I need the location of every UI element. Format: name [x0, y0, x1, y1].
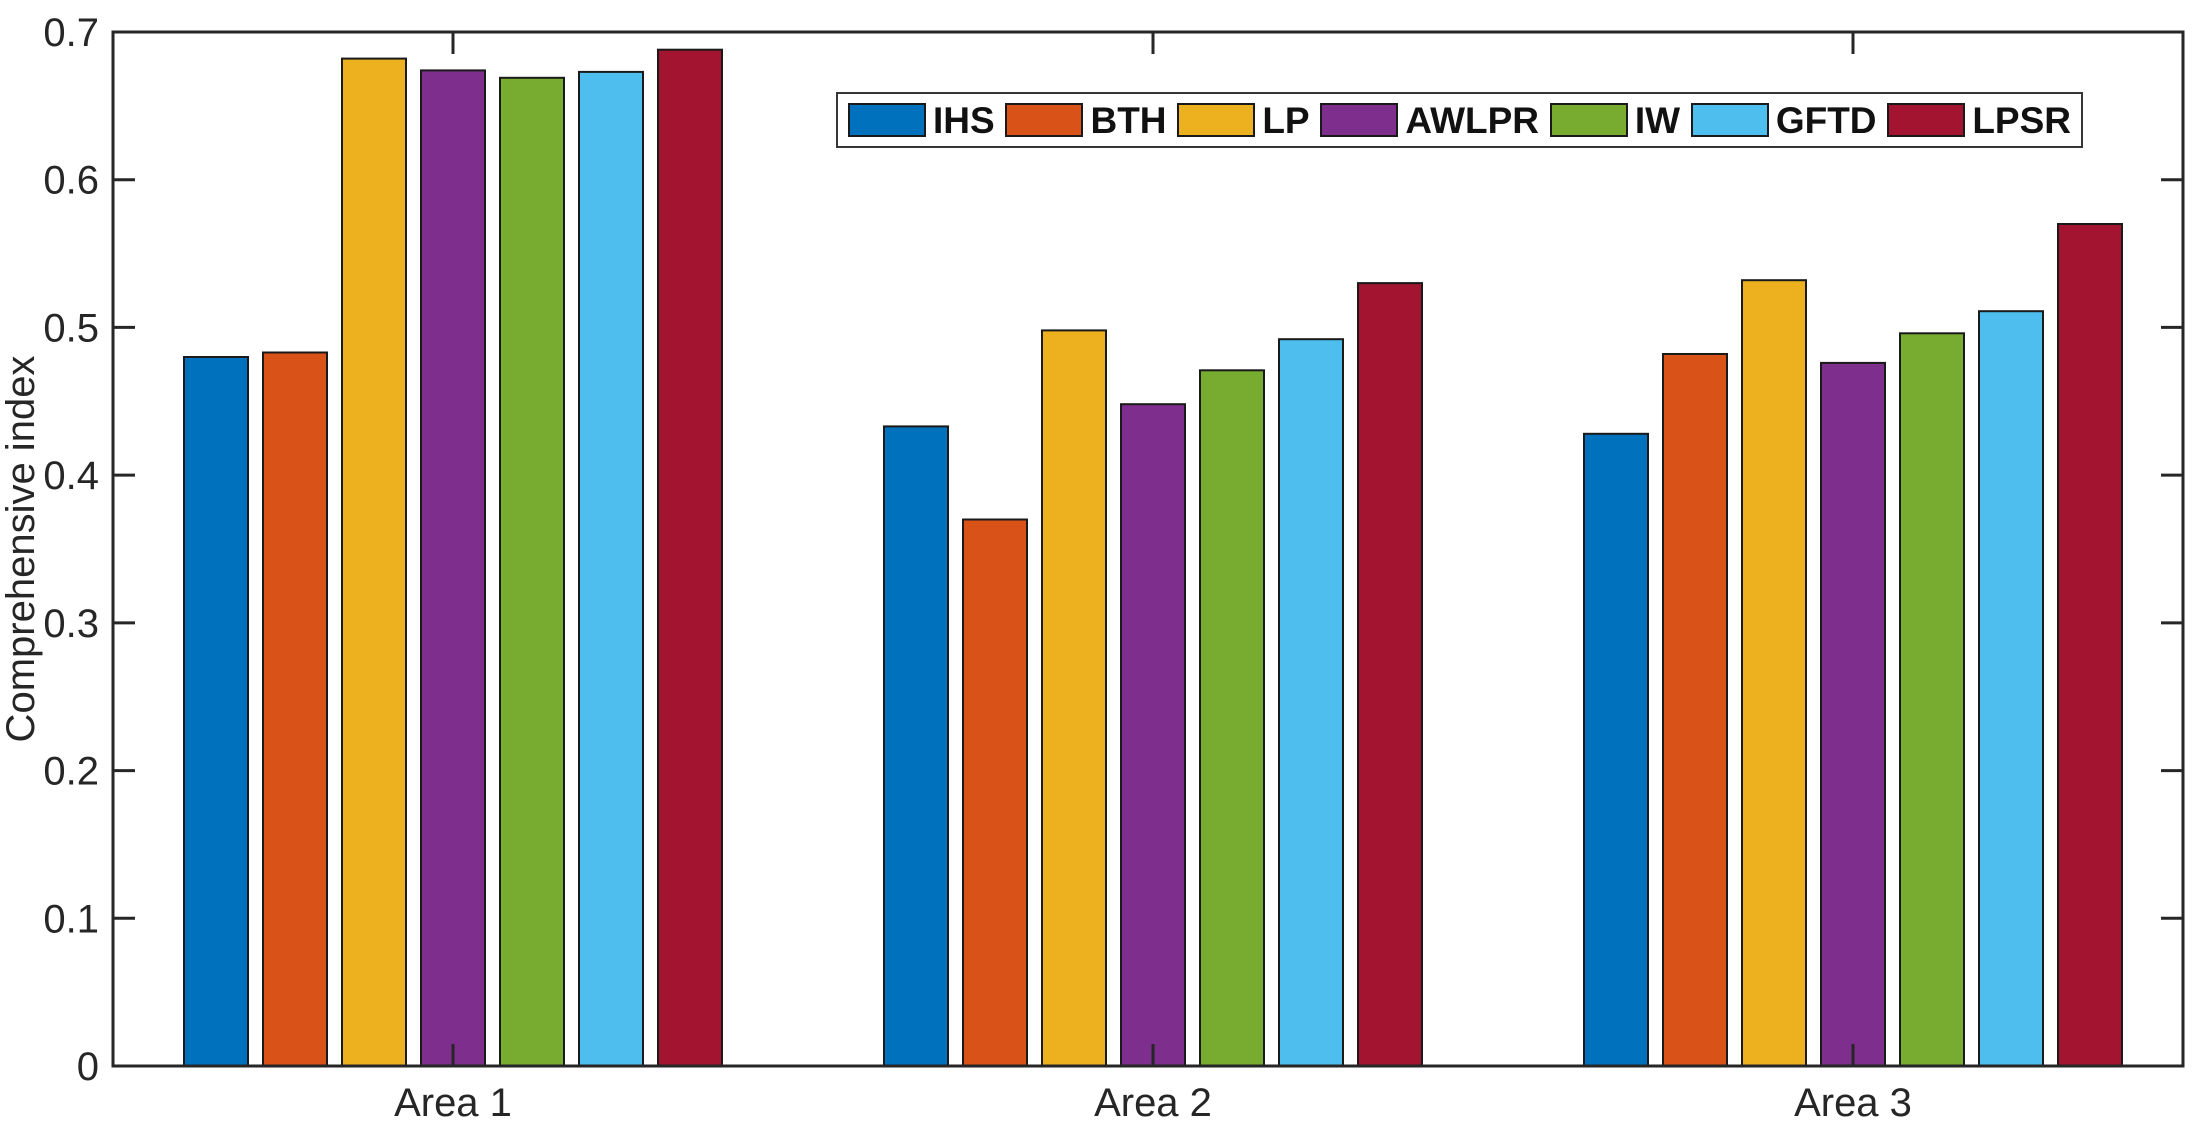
- y-tick-label: 0.7: [43, 11, 99, 55]
- legend-item-bth: BTH: [1005, 99, 1167, 141]
- legend-item-gftd: GFTD: [1690, 99, 1877, 141]
- legend-label: LP: [1262, 99, 1310, 141]
- y-tick-labels: 0 0.1 0.2 0.3 0.4 0.5 0.6 0.7: [43, 11, 99, 1089]
- legend-swatch-bth: [1005, 103, 1084, 137]
- legend-item-lpsr: LPSR: [1887, 102, 2071, 139]
- bar-gftd-area1: [578, 70, 644, 1067]
- legend-label: GFTD: [1775, 99, 1877, 141]
- legend-label: IHS: [933, 99, 995, 141]
- bar-ihs-area2: [883, 425, 949, 1067]
- bar-bth-area2: [962, 518, 1028, 1067]
- bar-bth-area3: [1662, 353, 1728, 1067]
- legend-item-iw: IW: [1549, 99, 1681, 141]
- y-tick-label: 0.2: [43, 750, 99, 794]
- bar-awlpr-area1: [420, 69, 486, 1067]
- ticks-layer: [113, 30, 2183, 1068]
- bar-ihs-area3: [1583, 432, 1649, 1067]
- legend-swatch-lp: [1177, 103, 1256, 137]
- y-tick-label: 0.5: [43, 306, 99, 350]
- plot-border: [111, 30, 2185, 1068]
- y-tick-label: 0: [77, 1045, 99, 1089]
- legend-item-ihs: IHS: [848, 102, 995, 139]
- legend-item-lp: LP: [1177, 99, 1310, 141]
- legend-item-awlpr: AWLPR: [1320, 102, 1539, 139]
- bar-lpsr-area1: [657, 48, 723, 1067]
- legend-label: BTH: [1090, 99, 1167, 141]
- bar-iw-area3: [1899, 332, 1965, 1067]
- bar-lp-area2: [1041, 329, 1107, 1067]
- y-tick-label: 0.4: [43, 454, 99, 498]
- bars-layer: [183, 48, 2123, 1068]
- legend-label: AWLPR: [1405, 99, 1540, 141]
- bar-gftd-area2: [1278, 338, 1344, 1067]
- bar-iw-area1: [499, 76, 565, 1068]
- legend-swatch-awlpr: [1320, 103, 1399, 137]
- x-tick-label-area2: Area 2: [1094, 1081, 1212, 1125]
- bar-ihs-area1: [183, 356, 249, 1067]
- bar-lpsr-area2: [1357, 282, 1423, 1068]
- bar-lp-area3: [1741, 279, 1807, 1067]
- legend-swatch-lpsr: [1887, 103, 1966, 137]
- x-tick-label-area3: Area 3: [1794, 1081, 1912, 1125]
- bar-bth-area1: [262, 351, 328, 1067]
- bar-awlpr-area2: [1120, 403, 1186, 1067]
- y-tick-label: 0.3: [43, 602, 99, 646]
- bar-lpsr-area3: [2057, 223, 2123, 1067]
- legend: IHS BTH LP AWLPR IW GFTD LPSR: [836, 92, 2083, 148]
- legend-swatch-gftd: [1690, 103, 1769, 137]
- bar-lp-area1: [341, 57, 407, 1068]
- y-axis-label: Comprehensive index: [0, 356, 43, 743]
- bar-awlpr-area3: [1820, 361, 1886, 1067]
- legend-label: LPSR: [1972, 99, 2071, 141]
- legend-swatch-ihs: [848, 103, 926, 137]
- legend-swatch-iw: [1549, 103, 1628, 137]
- y-tick-label: 0.1: [43, 897, 99, 941]
- bar-iw-area2: [1199, 369, 1265, 1067]
- x-tick-labels: Area 1 Area 2 Area 3: [394, 1081, 1912, 1125]
- y-tick-label: 0.6: [43, 159, 99, 203]
- bar-gftd-area3: [1978, 310, 2044, 1067]
- x-tick-label-area1: Area 1: [394, 1081, 512, 1125]
- legend-label: IW: [1634, 99, 1681, 141]
